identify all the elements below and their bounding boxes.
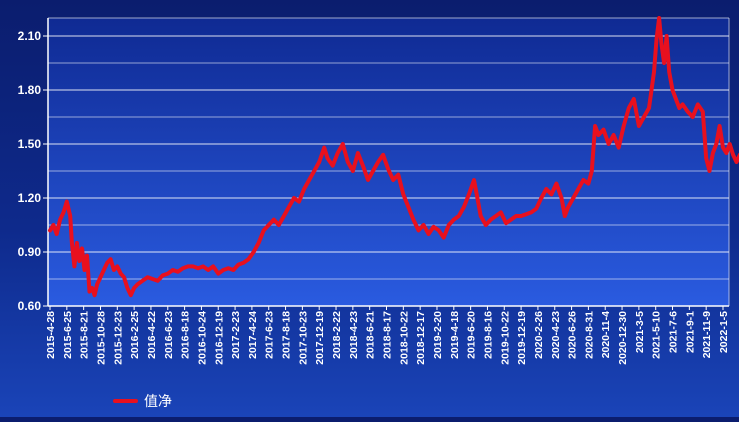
x-tick-label: 2018-2-22 xyxy=(331,311,343,359)
grid-lines xyxy=(48,17,730,307)
x-tick-label: 2016-12-19 xyxy=(213,311,225,365)
x-tick-label: 2017-2-23 xyxy=(230,311,242,359)
y-tick-label: 2.10 xyxy=(18,29,42,43)
x-tick-label: 2020-11-4 xyxy=(600,311,612,358)
x-tick-label: 2021-3-5 xyxy=(634,311,646,353)
x-tick-label: 2018-10-22 xyxy=(398,311,410,365)
x-tick-label: 2017-10-23 xyxy=(297,311,309,365)
plot-background xyxy=(48,18,729,306)
x-tick-label: 2021-5-10 xyxy=(651,311,663,359)
x-tick-label: 2016-2-25 xyxy=(129,311,141,359)
x-tick-label: 2016-10-24 xyxy=(196,311,208,365)
x-tick-label: 2015-10-28 xyxy=(95,311,107,365)
x-tick-label: 2019-10-22 xyxy=(499,311,511,365)
x-tick-label: 2022-1-5 xyxy=(718,311,730,353)
legend: 值净 xyxy=(113,393,172,409)
x-tick-label: 2016-4-22 xyxy=(146,311,158,359)
x-tick-label: 2018-6-21 xyxy=(365,311,377,359)
y-tick-label: 1.50 xyxy=(18,137,42,151)
x-tick-label: 2015-8-21 xyxy=(79,311,91,359)
x-tick-label: 2018-12-17 xyxy=(415,311,427,365)
x-tick-label: 2020-4-23 xyxy=(550,311,562,359)
x-tick-label: 2019-6-20 xyxy=(466,311,478,359)
x-tick-label: 2021-11-9 xyxy=(701,311,713,358)
x-tick-label: 2018-4-23 xyxy=(348,311,360,359)
x-tick-label: 2020-8-31 xyxy=(583,311,595,359)
x-tick-label: 2020-12-30 xyxy=(617,311,629,365)
x-tick-label: 2017-8-18 xyxy=(281,311,293,359)
series-line-nav xyxy=(48,16,739,298)
y-tick-label: 1.20 xyxy=(18,191,42,205)
y-tick-label: 1.80 xyxy=(18,83,42,97)
x-tick-label: 2020-6-26 xyxy=(567,311,579,359)
y-axis: 0.60 0.90 1.20 1.50 1.80 2.10 xyxy=(18,18,49,313)
x-tick-label: 2018-8-17 xyxy=(382,311,394,359)
series-layer xyxy=(48,16,739,298)
x-tick-label: 2016-8-18 xyxy=(180,311,192,359)
x-axis: 2015-4-28 2015-6-25 2015-8-21 2015-10-28 201… xyxy=(45,305,730,365)
x-tick-label: 2015-12-23 xyxy=(112,311,124,365)
x-tick-label: 2017-6-23 xyxy=(264,311,276,359)
x-tick-label: 2016-6-23 xyxy=(163,311,175,359)
x-tick-label: 2019-2-20 xyxy=(432,311,444,359)
x-tick-label: 2015-6-25 xyxy=(62,311,74,359)
x-tick-label: 2019-4-18 xyxy=(449,311,461,359)
x-tick-label: 2021-7-6 xyxy=(668,311,680,353)
x-tick-label: 2020-2-26 xyxy=(533,311,545,359)
y-tick-label: 0.60 xyxy=(18,299,42,313)
x-tick-label: 2017-12-19 xyxy=(314,311,326,365)
y-tick-label: 0.90 xyxy=(18,245,42,259)
x-tick-label: 2021-9-1 xyxy=(684,311,696,353)
legend-label: 值净 xyxy=(144,393,172,409)
x-tick-label: 2015-4-28 xyxy=(45,311,57,359)
x-tick-label: 2019-8-16 xyxy=(482,311,494,359)
x-tick-label: 2017-4-24 xyxy=(247,311,259,359)
x-tick-label: 2019-12-19 xyxy=(516,311,528,365)
